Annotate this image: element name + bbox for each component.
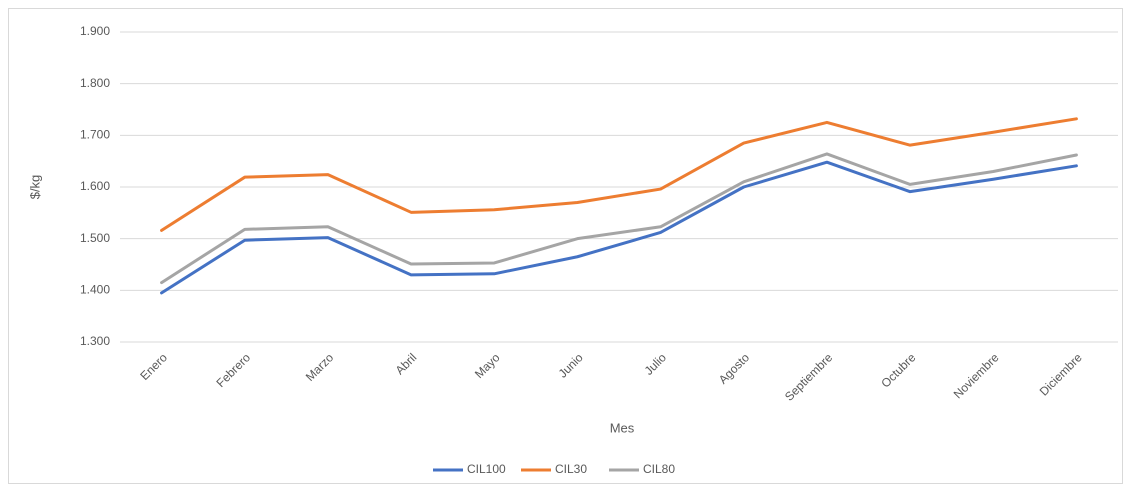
legend-label: CIL100 — [467, 462, 506, 476]
chart-border — [8, 8, 1123, 484]
data-line — [160, 117, 1078, 232]
y-axis-label: $/kg — [27, 175, 42, 200]
legend-label: CIL30 — [555, 462, 587, 476]
y-tick-label: 1.400 — [80, 283, 110, 297]
data-line — [160, 152, 1078, 285]
y-tick-label: 1.700 — [80, 128, 110, 142]
x-axis-label: Mes — [610, 420, 635, 435]
y-tick-label: 1.800 — [80, 76, 110, 90]
y-tick-label: 1.500 — [80, 231, 110, 245]
legend-label: CIL80 — [643, 462, 675, 476]
y-tick-label: 1.300 — [80, 334, 110, 348]
data-line — [160, 160, 1078, 295]
y-tick-label: 1.900 — [80, 24, 110, 38]
y-tick-label: 1.600 — [80, 179, 110, 193]
